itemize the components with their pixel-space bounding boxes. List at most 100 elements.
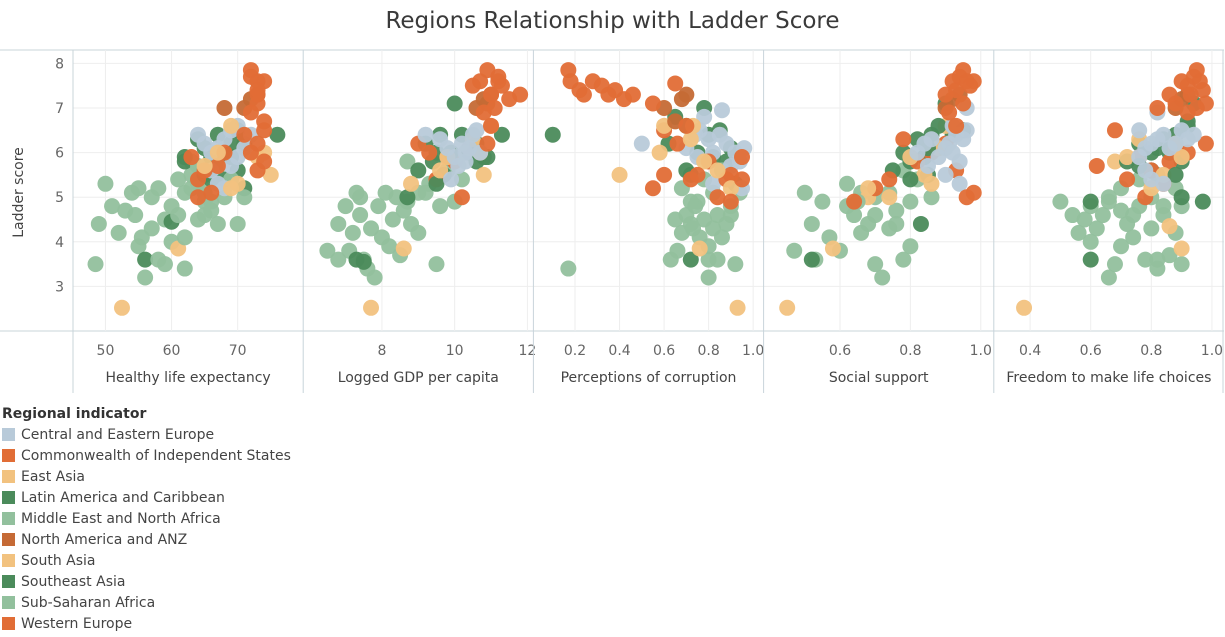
data-point[interactable]	[1016, 299, 1033, 316]
data-point[interactable]	[1070, 224, 1087, 241]
data-point[interactable]	[1182, 86, 1199, 103]
data-point[interactable]	[667, 75, 684, 92]
data-point[interactable]	[196, 157, 213, 174]
data-point[interactable]	[242, 144, 259, 161]
data-point[interactable]	[137, 269, 154, 286]
data-point[interactable]	[860, 180, 877, 197]
data-point[interactable]	[1194, 193, 1211, 210]
data-point[interactable]	[667, 211, 684, 228]
data-point[interactable]	[104, 198, 121, 215]
data-point[interactable]	[410, 224, 427, 241]
data-point[interactable]	[941, 104, 958, 121]
data-point[interactable]	[948, 117, 965, 134]
data-point[interactable]	[330, 251, 347, 268]
data-point[interactable]	[867, 256, 884, 273]
data-point[interactable]	[490, 68, 507, 85]
legend-item[interactable]: North America and ANZ	[2, 529, 291, 550]
data-point[interactable]	[363, 220, 380, 237]
data-point[interactable]	[1052, 193, 1069, 210]
data-point[interactable]	[1149, 251, 1166, 268]
data-point[interactable]	[705, 175, 722, 192]
data-point[interactable]	[651, 144, 668, 161]
data-point[interactable]	[923, 189, 940, 206]
data-point[interactable]	[236, 126, 253, 143]
data-point[interactable]	[493, 126, 510, 143]
data-point[interactable]	[1076, 211, 1093, 228]
data-point[interactable]	[370, 198, 387, 215]
data-point[interactable]	[846, 193, 863, 210]
data-point[interactable]	[352, 207, 369, 224]
data-point[interactable]	[209, 215, 226, 232]
data-point[interactable]	[1088, 220, 1105, 237]
data-point[interactable]	[229, 215, 246, 232]
data-point[interactable]	[930, 117, 947, 134]
data-point[interactable]	[722, 180, 739, 197]
data-point[interactable]	[796, 184, 813, 201]
data-point[interactable]	[1155, 198, 1172, 215]
data-point[interactable]	[682, 251, 699, 268]
data-point[interactable]	[170, 171, 187, 188]
data-point[interactable]	[1131, 122, 1148, 139]
data-point[interactable]	[150, 180, 167, 197]
data-point[interactable]	[1100, 193, 1117, 210]
data-point[interactable]	[1161, 247, 1178, 264]
data-point[interactable]	[644, 180, 661, 197]
data-point[interactable]	[236, 189, 253, 206]
data-point[interactable]	[190, 211, 207, 228]
data-point[interactable]	[1082, 233, 1099, 250]
data-point[interactable]	[176, 229, 193, 246]
data-point[interactable]	[1143, 220, 1160, 237]
data-point[interactable]	[1194, 82, 1211, 99]
data-point[interactable]	[395, 240, 412, 257]
data-point[interactable]	[143, 220, 160, 237]
data-point[interactable]	[1188, 99, 1205, 116]
data-point[interactable]	[269, 126, 286, 143]
data-point[interactable]	[923, 131, 940, 148]
data-point[interactable]	[1167, 166, 1184, 183]
data-point[interactable]	[1173, 256, 1190, 273]
data-point[interactable]	[1167, 135, 1184, 152]
data-point[interactable]	[814, 193, 831, 210]
data-point[interactable]	[839, 175, 856, 192]
data-point[interactable]	[468, 122, 485, 139]
data-point[interactable]	[678, 117, 695, 134]
data-point[interactable]	[881, 189, 898, 206]
data-point[interactable]	[786, 242, 803, 259]
data-point[interactable]	[127, 207, 144, 224]
data-point[interactable]	[713, 229, 730, 246]
data-point[interactable]	[1106, 256, 1123, 273]
data-point[interactable]	[366, 269, 383, 286]
legend-item[interactable]: Middle East and North Africa	[2, 508, 291, 529]
data-point[interactable]	[417, 126, 434, 143]
legend-item[interactable]: Latin America and Caribbean	[2, 487, 291, 508]
data-point[interactable]	[867, 207, 884, 224]
data-point[interactable]	[1088, 157, 1105, 174]
data-point[interactable]	[428, 175, 445, 192]
data-point[interactable]	[1094, 207, 1111, 224]
data-point[interactable]	[912, 215, 929, 232]
data-point[interactable]	[399, 153, 416, 170]
data-point[interactable]	[209, 157, 226, 174]
data-point[interactable]	[727, 256, 744, 273]
data-point[interactable]	[1119, 171, 1136, 188]
data-point[interactable]	[256, 113, 273, 130]
data-point[interactable]	[229, 175, 246, 192]
data-point[interactable]	[475, 166, 492, 183]
data-point[interactable]	[130, 180, 147, 197]
data-point[interactable]	[479, 135, 496, 152]
data-point[interactable]	[110, 224, 127, 241]
data-point[interactable]	[443, 171, 460, 188]
data-point[interactable]	[689, 166, 706, 183]
data-point[interactable]	[242, 104, 259, 121]
data-point[interactable]	[1064, 207, 1081, 224]
data-point[interactable]	[682, 131, 699, 148]
data-point[interactable]	[87, 256, 104, 273]
data-point[interactable]	[249, 82, 266, 99]
data-point[interactable]	[696, 153, 713, 170]
data-point[interactable]	[216, 99, 233, 116]
data-point[interactable]	[633, 135, 650, 152]
data-point[interactable]	[1082, 251, 1099, 268]
data-point[interactable]	[895, 131, 912, 148]
data-point[interactable]	[1113, 238, 1130, 255]
data-point[interactable]	[486, 99, 503, 116]
